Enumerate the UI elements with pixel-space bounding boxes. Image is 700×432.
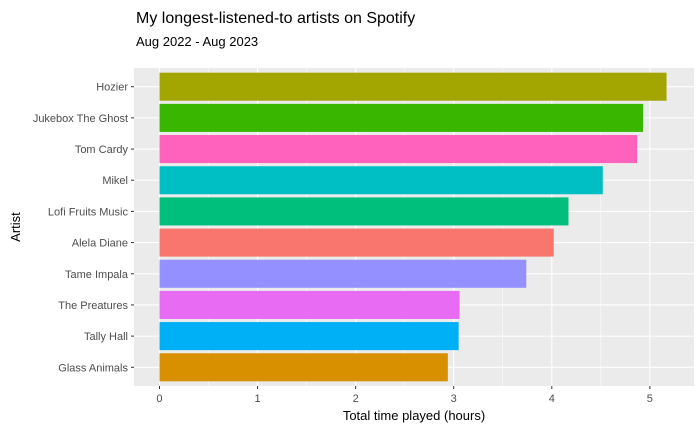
- y-tick-label: Glass Animals: [58, 362, 128, 374]
- bar-tally-hall: [159, 322, 459, 351]
- bar-mikel: [159, 166, 603, 195]
- x-tick-label: 5: [647, 393, 653, 405]
- x-tick-label: 4: [549, 393, 555, 405]
- bar-alela-diane: [159, 228, 554, 257]
- bar-tame-impala: [159, 259, 527, 288]
- y-tick-label: Alela Diane: [72, 238, 128, 250]
- x-axis: 0 1 2 3 4 5: [156, 386, 653, 405]
- x-tick-label: 3: [451, 393, 457, 405]
- x-tick-label: 0: [156, 393, 162, 405]
- bar-glass-animals: [159, 353, 448, 382]
- y-tick-label: Jukebox The Ghost: [33, 113, 128, 125]
- chart-subtitle: Aug 2022 - Aug 2023: [136, 34, 258, 49]
- y-tick-label: Lofi Fruits Music: [48, 206, 129, 218]
- bars: [159, 72, 667, 382]
- chart-title: My longest-listened-to artists on Spotif…: [136, 10, 415, 27]
- y-axis: Hozier Jukebox The Ghost Tom Cardy Mikel Lof…: [33, 82, 134, 374]
- y-axis-title: Artist: [8, 212, 23, 242]
- y-tick-label: Mikel: [102, 175, 128, 187]
- x-axis-title: Total time played (hours): [343, 408, 485, 423]
- bar-the-preatures: [159, 290, 460, 319]
- x-tick-label: 2: [353, 393, 359, 405]
- y-tick-label: The Preatures: [58, 300, 128, 312]
- y-tick-label: Tame Impala: [65, 269, 129, 281]
- y-tick-label: Hozier: [96, 82, 128, 94]
- bar-tom-cardy: [159, 135, 638, 164]
- bar-jukebox-the-ghost: [159, 103, 644, 132]
- y-tick-label: Tom Cardy: [75, 144, 129, 156]
- bar-hozier: [159, 72, 667, 101]
- y-tick-label: Tally Hall: [84, 331, 128, 343]
- bar-lofi-fruits-music: [159, 197, 569, 226]
- x-tick-label: 1: [255, 393, 261, 405]
